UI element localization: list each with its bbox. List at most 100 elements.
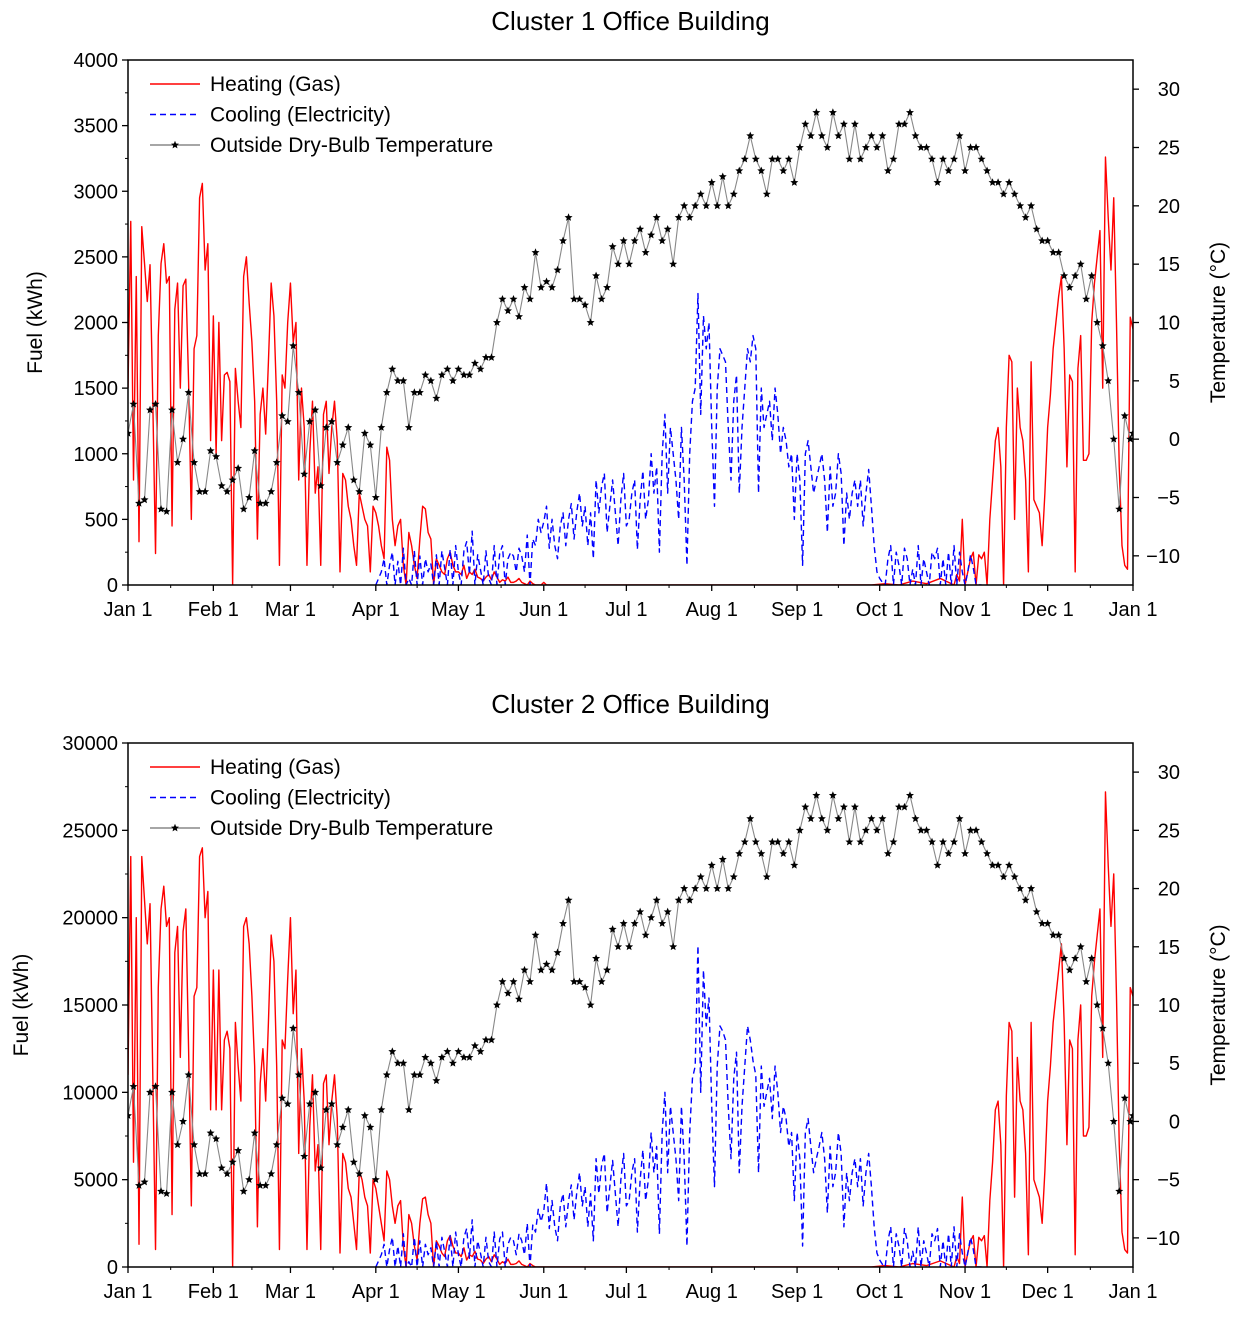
temperature-marker <box>553 948 562 956</box>
temperature-marker <box>1104 1059 1113 1067</box>
temperature-marker <box>559 236 568 245</box>
temperature-marker <box>696 189 705 198</box>
temperature-marker <box>184 388 193 396</box>
temperature-marker <box>129 1082 138 1090</box>
temperature-marker <box>476 1047 485 1055</box>
temperature-marker <box>526 294 534 303</box>
temperature-marker <box>305 417 314 426</box>
temperature-marker <box>520 965 529 974</box>
temperature-marker <box>157 504 166 513</box>
temperature-marker <box>487 353 496 361</box>
temperature-marker <box>922 143 931 151</box>
y2-tick-label: 25 <box>1158 138 1180 160</box>
temperature-marker <box>1120 1093 1129 1102</box>
temperature-marker <box>1043 919 1052 927</box>
temperature-marker <box>751 837 760 846</box>
y-tick-label: 4000 <box>74 50 119 72</box>
temperature-marker <box>206 1128 215 1137</box>
temperature-marker <box>404 423 413 431</box>
temperature-marker <box>570 977 579 986</box>
temperature-marker <box>597 294 606 303</box>
temperature-marker <box>294 388 303 396</box>
temperature-marker <box>179 1117 188 1125</box>
y2-tick-label: 20 <box>1158 879 1180 901</box>
temperature-marker <box>751 154 760 163</box>
legend-label-2: Cooling (Electricity) <box>210 104 391 127</box>
series-line-3 <box>128 794 1133 1195</box>
temperature-marker <box>234 464 243 472</box>
temperature-marker <box>432 1076 441 1085</box>
temperature-marker <box>867 131 876 140</box>
temperature-marker <box>812 791 821 799</box>
temperature-marker <box>828 108 837 116</box>
temperature-marker <box>245 1175 254 1184</box>
temperature-marker <box>261 1181 270 1189</box>
temperature-marker <box>1043 236 1052 245</box>
y2-tick-label: 15 <box>1158 254 1180 276</box>
temperature-marker <box>603 283 612 291</box>
y2-tick-label: 0 <box>1169 429 1180 451</box>
y2-tick-label: 25 <box>1158 820 1180 842</box>
series-line-1 <box>128 791 1133 1267</box>
temperature-marker <box>724 201 733 210</box>
y2-tick-label: 10 <box>1158 313 1180 335</box>
series-line-1 <box>128 156 1133 585</box>
temperature-marker <box>548 283 557 291</box>
legend-label-3: Outside Dry-Bulb Temperature <box>210 817 493 840</box>
temperature-marker <box>437 370 446 379</box>
x-tick-label: Jan 1 <box>104 599 153 621</box>
temperature-marker <box>894 119 903 128</box>
temperature-marker <box>1021 896 1030 904</box>
temperature-marker <box>173 458 182 466</box>
temperature-marker <box>729 189 738 198</box>
temperature-marker <box>575 977 584 986</box>
temperature-marker <box>828 791 837 799</box>
temperature-marker <box>586 1000 595 1009</box>
temperature-marker <box>674 213 683 221</box>
temperature-marker <box>900 119 909 128</box>
temperature-marker <box>492 1000 501 1009</box>
temperature-marker <box>1076 942 1085 951</box>
temperature-marker <box>878 131 887 140</box>
chart-panel-2: Cluster 2 Office Building 0 5000 10000 15000… <box>10 689 1230 1303</box>
temperature-marker <box>410 388 419 396</box>
temperature-marker <box>470 1041 479 1050</box>
temperature-marker <box>217 1163 226 1172</box>
y2-tick-label: 20 <box>1158 196 1180 218</box>
temperature-marker <box>806 131 815 140</box>
temperature-marker <box>371 1175 380 1184</box>
y2-tick-label: −5 <box>1157 488 1180 510</box>
y2-tick-label: 30 <box>1158 79 1180 101</box>
temperature-marker <box>1104 376 1113 385</box>
temperature-marker <box>537 283 546 291</box>
x-tick-label: Jan 1 <box>1109 599 1158 621</box>
y-tick-label: 1500 <box>74 378 119 400</box>
temperature-marker <box>861 826 870 834</box>
temperature-marker <box>146 405 155 414</box>
temperature-marker <box>1038 919 1047 927</box>
temperature-marker <box>669 259 678 268</box>
temperature-marker <box>415 1070 424 1079</box>
temperature-marker <box>944 849 953 858</box>
temperature-marker <box>1027 201 1036 210</box>
temperature-marker <box>955 131 964 140</box>
temperature-marker <box>768 154 777 163</box>
x-tick-label: Sep 1 <box>771 599 823 621</box>
temperature-marker <box>454 364 463 373</box>
temperature-marker <box>966 826 975 834</box>
temperature-marker <box>1065 965 1074 974</box>
x-tick-label: Jan 1 <box>1109 1281 1158 1303</box>
temperature-marker <box>696 872 705 881</box>
temperature-marker <box>195 1169 204 1178</box>
temperature-marker <box>966 143 975 151</box>
temperature-marker <box>680 201 689 210</box>
temperature-marker <box>713 201 722 210</box>
temperature-marker <box>294 1070 303 1079</box>
temperature-marker <box>1087 954 1096 962</box>
temperature-marker <box>415 388 424 396</box>
temperature-marker <box>162 1189 171 1198</box>
temperature-marker <box>630 236 639 245</box>
temperature-marker <box>245 493 254 501</box>
legend-label-1: Heating (Gas) <box>210 73 341 96</box>
